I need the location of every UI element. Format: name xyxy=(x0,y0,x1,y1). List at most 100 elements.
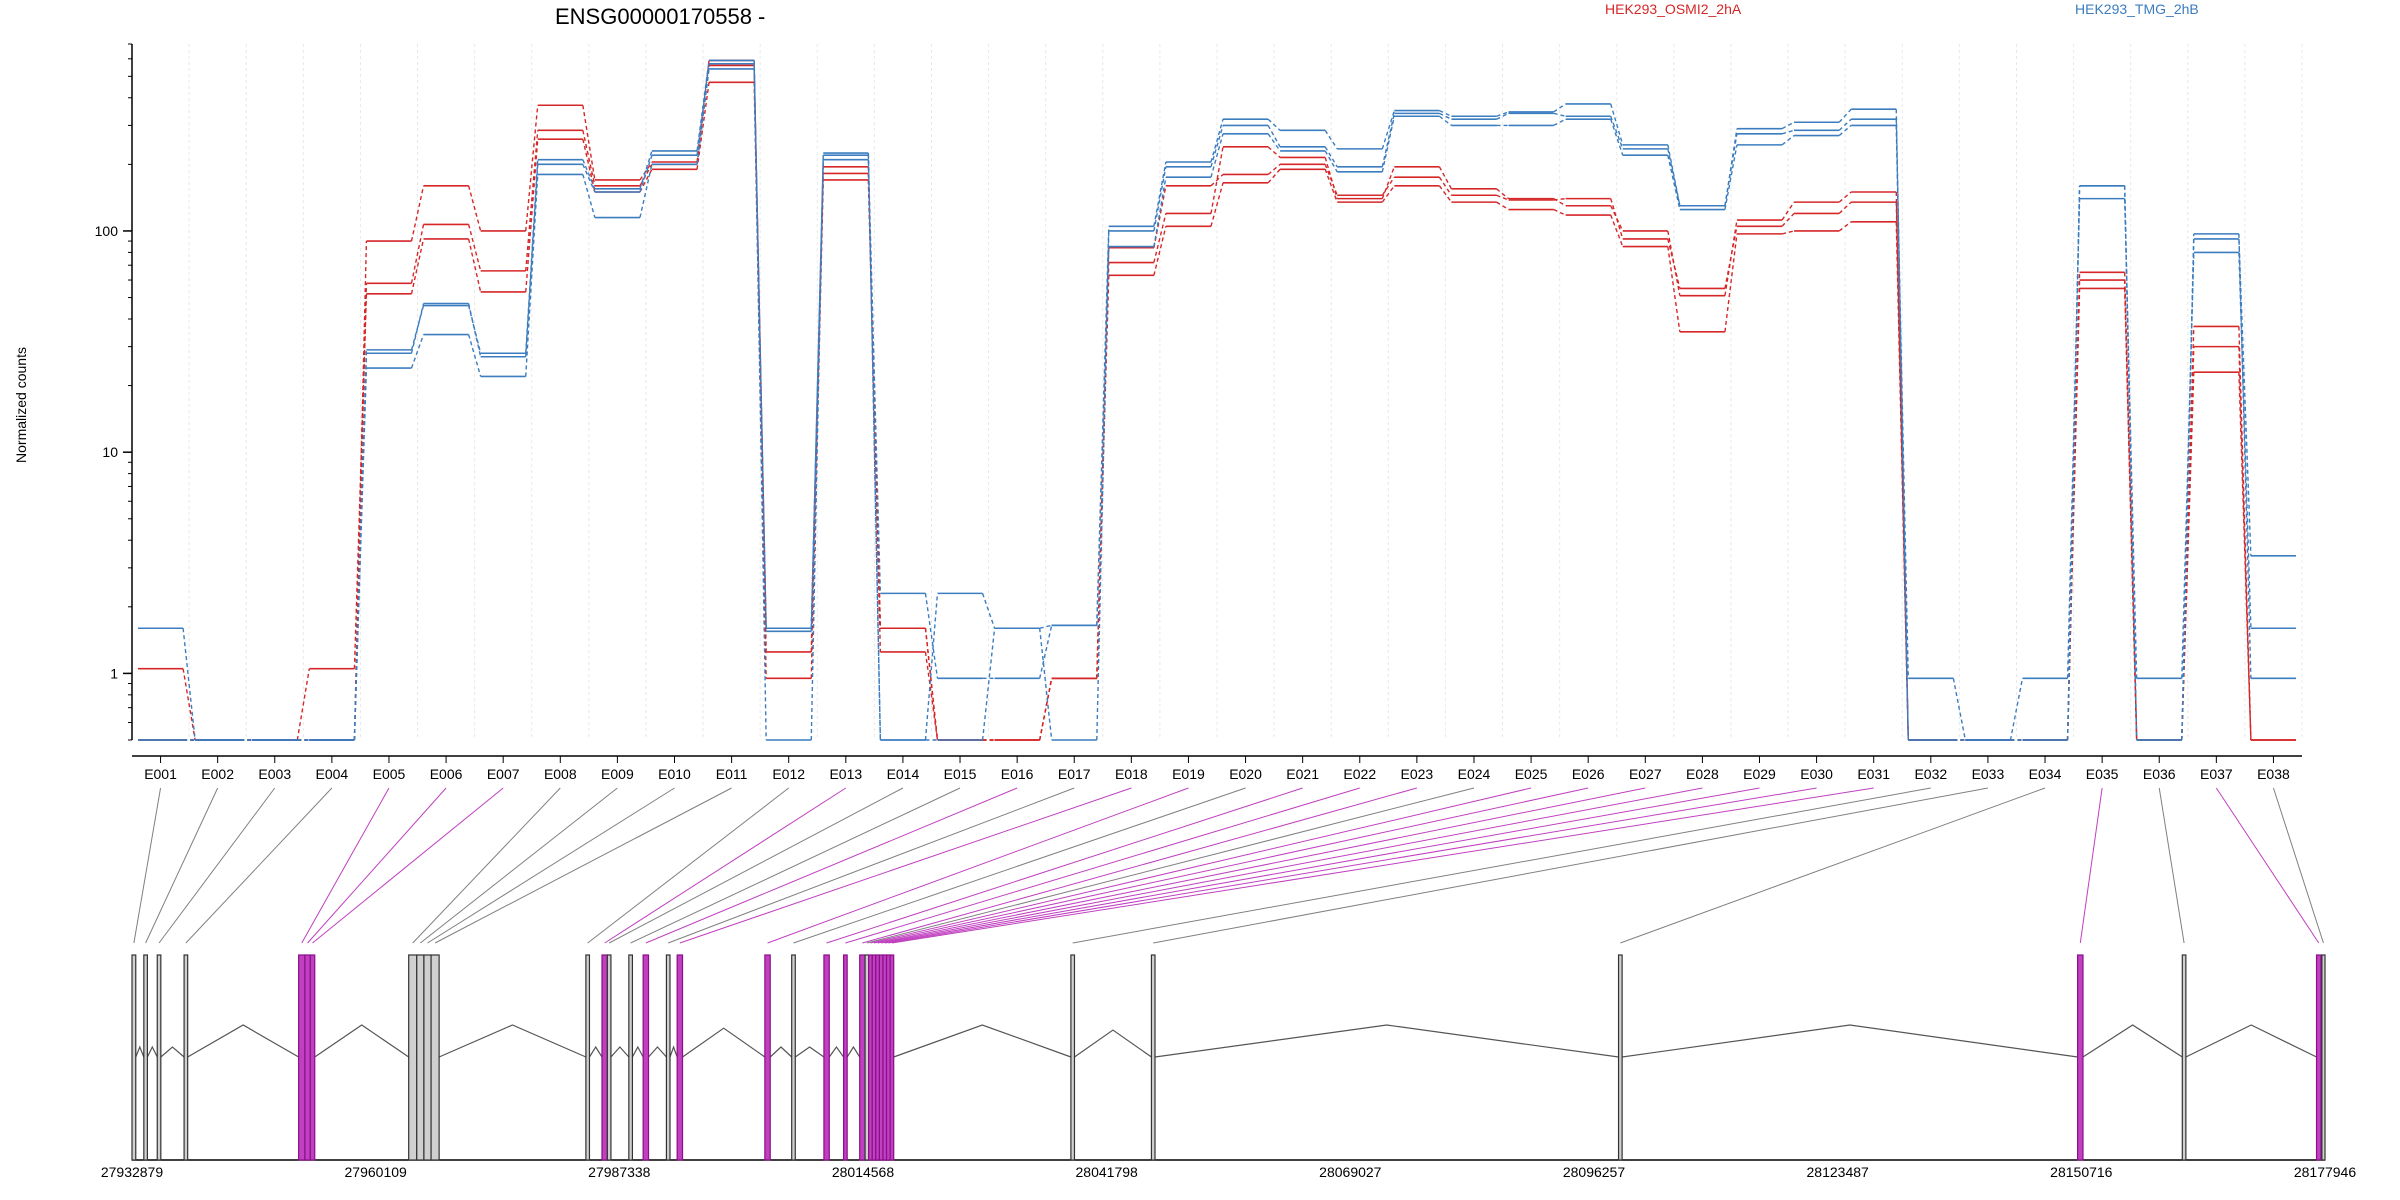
intron-line xyxy=(188,1025,299,1057)
exon-box xyxy=(890,955,894,1160)
x-tick-label: E033 xyxy=(1972,766,2005,782)
exon-connector xyxy=(186,788,332,943)
legend-entry-tmg: HEK293_TMG_2hB xyxy=(2075,1,2199,17)
genomic-tick-label: 28123487 xyxy=(1807,1164,1870,1180)
exon-box xyxy=(1071,955,1075,1160)
axes: 110100E001 E002 E003 E004 E005 E006 E007 E008 E0… xyxy=(95,44,2302,782)
series-connector xyxy=(697,82,709,169)
series-connector xyxy=(1782,202,1794,220)
x-tick-label: E028 xyxy=(1686,766,1719,782)
intron-line xyxy=(161,1047,184,1057)
x-tick-label: E022 xyxy=(1343,766,1376,782)
x-tick-label: E032 xyxy=(1914,766,1947,782)
exon-box xyxy=(629,955,633,1160)
intron-line xyxy=(2186,1025,2317,1057)
intron-line xyxy=(847,1047,860,1057)
intron-line xyxy=(2083,1025,2182,1057)
exon-box xyxy=(844,955,848,1160)
exon-connector xyxy=(308,788,446,943)
gene-model: 27932879 27960109 27987338 28014568 28041798… xyxy=(101,955,2357,1180)
genomic-tick-label: 28069027 xyxy=(1319,1164,1382,1180)
x-tick-label: E024 xyxy=(1458,766,1491,782)
genomic-tick-label: 28177946 xyxy=(2294,1164,2357,1180)
exon-box xyxy=(677,955,682,1160)
intron-line xyxy=(136,1047,144,1057)
series-connector xyxy=(1325,147,1337,167)
x-tick-label: E009 xyxy=(601,766,634,782)
exon-box xyxy=(417,955,424,1160)
exon-box xyxy=(2322,955,2325,1160)
series-connector xyxy=(1554,199,1566,200)
exon-connector xyxy=(159,788,275,943)
exon-connector xyxy=(413,788,561,943)
intron-line xyxy=(649,1047,667,1057)
y-tick-label: 1 xyxy=(110,665,118,681)
exon-box xyxy=(299,955,305,1160)
x-tick-label: E008 xyxy=(544,766,577,782)
exon-box xyxy=(643,955,648,1160)
intron-line xyxy=(315,1025,409,1057)
exon-connector xyxy=(845,788,1359,943)
series-connector xyxy=(1554,113,1566,116)
exon-box xyxy=(1619,955,1623,1160)
x-tick-label: E001 xyxy=(144,766,177,782)
x-tick-label: E017 xyxy=(1058,766,1091,782)
exon-connector xyxy=(793,788,1245,943)
series-connector xyxy=(1839,202,1851,213)
exon-connector xyxy=(888,788,1816,943)
exon-connector xyxy=(313,788,504,943)
exon-box xyxy=(666,955,670,1160)
exon-connector xyxy=(2273,788,2323,943)
exon-box xyxy=(860,955,865,1160)
exon-box xyxy=(824,955,829,1160)
exon-connector xyxy=(2080,788,2102,943)
exon-connector xyxy=(862,788,1416,943)
series-connector xyxy=(1325,169,1337,202)
intron-line xyxy=(829,1047,843,1057)
exon-box xyxy=(1151,955,1155,1160)
x-tick-label: E019 xyxy=(1172,766,1205,782)
x-tick-label: E021 xyxy=(1286,766,1319,782)
intron-line xyxy=(1074,1030,1151,1057)
intron-line xyxy=(670,1047,677,1057)
x-tick-label: E027 xyxy=(1629,766,1662,782)
exon-connectors xyxy=(134,788,2324,943)
exon-connector xyxy=(420,788,617,943)
x-tick-label: E003 xyxy=(258,766,291,782)
x-tick-label: E026 xyxy=(1572,766,1605,782)
series-connector xyxy=(1668,149,1680,206)
genomic-tick-label: 27960109 xyxy=(345,1164,408,1180)
genomic-tick-label: 27987338 xyxy=(588,1164,651,1180)
x-tick-label: E037 xyxy=(2200,766,2233,782)
x-tick-label: E015 xyxy=(944,766,977,782)
exon-connector xyxy=(2216,788,2318,943)
chart-title: ENSG00000170558 - xyxy=(555,4,765,29)
exon-connector xyxy=(2159,788,2184,943)
series-connector xyxy=(1382,177,1394,195)
x-tick-label: E010 xyxy=(658,766,691,782)
x-tick-label: E004 xyxy=(316,766,349,782)
exon-connector xyxy=(881,788,1702,943)
exon-box xyxy=(132,955,136,1160)
x-tick-label: E031 xyxy=(1857,766,1890,782)
exon-connector xyxy=(885,788,1760,943)
exon-box xyxy=(310,955,314,1160)
x-tick-label: E034 xyxy=(2029,766,2062,782)
x-tick-label: E029 xyxy=(1743,766,1776,782)
x-tick-label: E005 xyxy=(373,766,406,782)
x-tick-label: E014 xyxy=(887,766,920,782)
x-tick-label: E023 xyxy=(1401,766,1434,782)
series-connector xyxy=(2068,280,2080,740)
x-tick-label: E038 xyxy=(2257,766,2290,782)
x-tick-label: E012 xyxy=(772,766,805,782)
exon-connector xyxy=(427,788,674,943)
x-tick-label: E020 xyxy=(1229,766,1262,782)
x-tick-label: E016 xyxy=(1001,766,1034,782)
intron-line xyxy=(147,1047,157,1057)
exon-connector xyxy=(605,788,846,943)
x-tick-label: E011 xyxy=(716,766,748,782)
y-axis-label: Normalized counts xyxy=(13,347,29,463)
exon-connector xyxy=(1620,788,2045,943)
genomic-tick-label: 28014568 xyxy=(832,1164,895,1180)
exon-box xyxy=(792,955,796,1160)
